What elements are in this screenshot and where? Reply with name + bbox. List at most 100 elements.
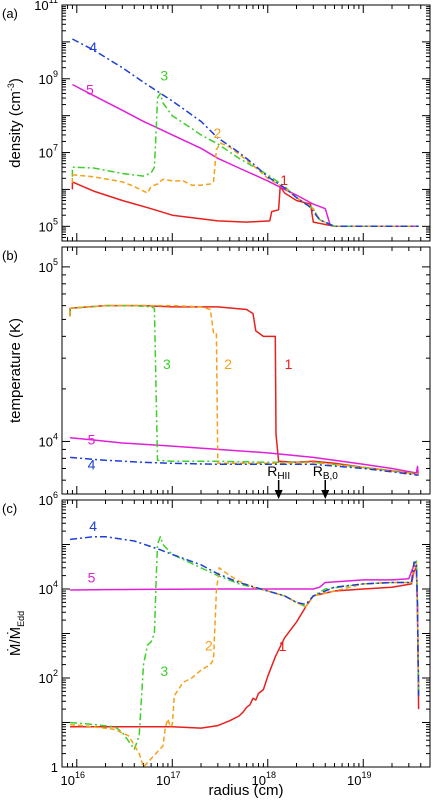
tick-exp: 5 xyxy=(53,257,58,267)
tick-base: 10 xyxy=(34,0,48,13)
y-tick-label: 1 xyxy=(51,760,58,775)
plot-frame xyxy=(61,4,431,242)
tick-exp: 19 xyxy=(361,770,371,780)
x-tick-label: 1019 xyxy=(347,770,371,788)
series-label-3: 3 xyxy=(160,67,168,83)
annotation-label: RHII xyxy=(267,463,290,482)
series-line-4 xyxy=(72,38,419,228)
x-axis-label: radius (cm) xyxy=(208,782,283,799)
series-line-3 xyxy=(71,92,419,228)
series-label-2: 2 xyxy=(224,356,232,372)
series-label-5: 5 xyxy=(88,569,96,585)
tick-base: 10 xyxy=(39,434,53,449)
y-axis-label-main: Ṁ/Ṁ xyxy=(6,627,24,656)
y-tick-label: 102 xyxy=(39,668,58,686)
y-axis-label: density (cm-3) xyxy=(6,78,24,168)
tick-exp: 7 xyxy=(53,143,58,153)
series-label-4: 4 xyxy=(89,39,97,55)
y-axis-label-sub: Edd xyxy=(16,611,26,627)
y-tick-label: 104 xyxy=(39,579,58,597)
series-group xyxy=(71,38,419,228)
y-tick-label: 109 xyxy=(39,69,58,87)
series-line-2 xyxy=(69,304,419,475)
tick-exp: 6 xyxy=(53,490,58,500)
annotation-main: R xyxy=(313,463,323,479)
series-line-5 xyxy=(70,437,419,475)
y-axis-label: Ṁ/ṀEdd xyxy=(6,611,26,656)
annotation-arrow-head xyxy=(274,490,283,499)
annotation-label: RB,0 xyxy=(313,463,339,482)
tick-base: 10 xyxy=(61,773,75,788)
panel-label: (a) xyxy=(2,6,18,21)
tick-base: 10 xyxy=(156,773,170,788)
series-line-4 xyxy=(70,535,420,696)
y-axis-label: temperature (K) xyxy=(7,318,24,423)
plot-frame xyxy=(61,246,431,495)
tick-exp: 11 xyxy=(49,0,58,5)
x-tick-label: 1016 xyxy=(61,770,85,788)
y-tick-label: 104 xyxy=(39,431,58,449)
annotation-sub: B,0 xyxy=(323,471,338,482)
series-label-4: 4 xyxy=(89,518,97,534)
tick-base: 10 xyxy=(39,582,53,597)
series-line-4 xyxy=(70,456,419,477)
tick-base: 10 xyxy=(252,773,266,788)
series-line-5 xyxy=(72,83,419,228)
series-group xyxy=(70,535,420,767)
tick-exp: 16 xyxy=(75,770,85,780)
series-line-1 xyxy=(71,181,419,228)
y-tick-label: 106 xyxy=(39,490,58,508)
series-group xyxy=(69,304,419,477)
annotation-main: R xyxy=(267,463,277,479)
series-label-1: 1 xyxy=(280,172,288,188)
tick-exp: 4 xyxy=(53,431,58,441)
series-label-1: 1 xyxy=(279,638,287,654)
tick-base: 10 xyxy=(39,146,53,161)
y-tick-label: 105 xyxy=(39,216,58,234)
series-label-4: 4 xyxy=(88,457,96,473)
tick-base: 10 xyxy=(347,773,361,788)
series-label-2: 2 xyxy=(205,637,213,653)
y-axis-label-end: ) xyxy=(7,78,24,83)
x-tick-label: 1017 xyxy=(156,770,180,788)
annotation-sub: HII xyxy=(277,471,290,482)
y-axis-label-sup: -3 xyxy=(6,83,16,91)
tick-exp: 4 xyxy=(53,579,58,589)
y-tick-label: 107 xyxy=(39,143,58,161)
panel-label: (c) xyxy=(2,501,17,516)
tick-base: 10 xyxy=(39,260,53,275)
tick-base: 10 xyxy=(39,72,53,87)
series-label-3: 3 xyxy=(163,356,171,372)
tick-base: 1 xyxy=(51,760,58,775)
series-label-5: 5 xyxy=(88,432,96,448)
series-line-3 xyxy=(70,535,420,751)
tick-base: 10 xyxy=(39,493,53,508)
series-label-1: 1 xyxy=(285,356,293,372)
annotation-arrow-head xyxy=(321,490,330,499)
series-line-2 xyxy=(71,142,419,228)
tick-base: 10 xyxy=(39,671,53,686)
y-tick-label: 105 xyxy=(39,257,58,275)
tick-exp: 17 xyxy=(171,770,181,780)
tick-base: 10 xyxy=(39,219,53,234)
series-line-1 xyxy=(69,304,419,475)
x-tick-label: 1018 xyxy=(252,770,276,788)
tick-exp: 5 xyxy=(53,216,58,226)
y-tick-label: 1011 xyxy=(34,0,58,13)
series-label-5: 5 xyxy=(86,81,94,97)
y-axis-label-main: density (cm xyxy=(7,91,24,168)
series-label-2: 2 xyxy=(213,125,221,141)
series-line-5 xyxy=(70,564,420,696)
panel-label: (b) xyxy=(2,248,18,263)
tick-exp: 18 xyxy=(266,770,276,780)
tick-exp: 2 xyxy=(53,668,58,678)
series-line-2 xyxy=(70,561,420,767)
series-line-1 xyxy=(70,567,420,729)
series-label-3: 3 xyxy=(160,663,168,679)
tick-exp: 9 xyxy=(53,69,58,79)
series-line-3 xyxy=(69,304,419,475)
